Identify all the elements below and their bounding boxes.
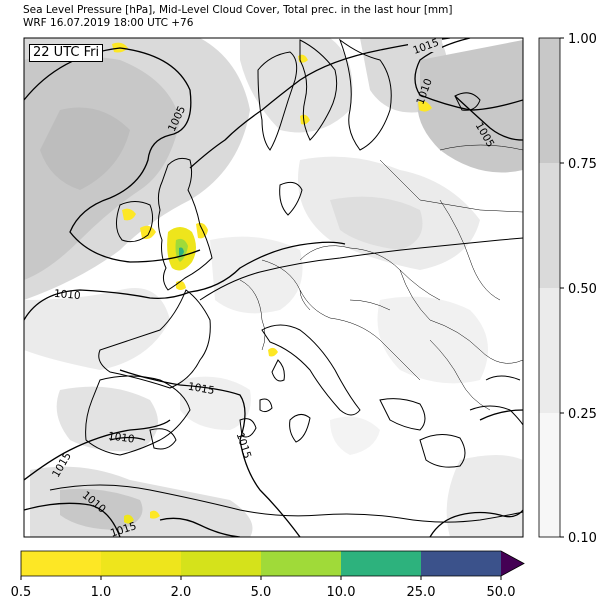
map-panel: 1015 1010 1005 1005 1010 1015 1010 1015 … bbox=[24, 38, 523, 537]
precip-bin-4 bbox=[261, 551, 341, 576]
cloud-bin-2 bbox=[539, 163, 560, 288]
cloud-bin-3 bbox=[539, 288, 560, 413]
precip-bin-5 bbox=[341, 551, 421, 576]
precip-tick-label: 2.0 bbox=[171, 585, 192, 600]
precip-bin-2 bbox=[101, 551, 181, 576]
precip-tick-label: 25.0 bbox=[407, 585, 436, 600]
isobar-label: 1010 bbox=[107, 430, 135, 446]
precipitation-colorbar: 0.5 1.0 2.0 5.0 10.0 25.0 50.0 bbox=[11, 550, 525, 600]
precip-tick-label: 1.0 bbox=[91, 585, 112, 600]
isobars bbox=[24, 38, 523, 537]
cloud-bin-4 bbox=[539, 413, 560, 537]
precip-bin-3 bbox=[181, 551, 261, 576]
precip-tick-label: 50.0 bbox=[487, 585, 516, 600]
run-info: WRF 16.07.2019 18:00 UTC +76 bbox=[23, 17, 194, 29]
precip-tick-label: 10.0 bbox=[327, 585, 356, 600]
map-frame bbox=[23, 37, 524, 538]
isobar-label: 1015 bbox=[187, 381, 215, 397]
precip-bin-1 bbox=[21, 551, 101, 576]
country-borders bbox=[239, 144, 523, 411]
precip-extend-arrow bbox=[501, 551, 524, 576]
cloud-cover-colorbar: 1.00 0.75 0.50 0.25 0.10 bbox=[538, 32, 597, 546]
coastlines bbox=[49, 38, 523, 523]
map-title: Sea Level Pressure [hPa], Mid-Level Clou… bbox=[23, 4, 453, 16]
cloud-tick-label: 1.00 bbox=[568, 32, 597, 47]
isobar-label: 1010 bbox=[53, 288, 81, 302]
precip-bin-6 bbox=[421, 551, 501, 576]
valid-time-label: 22 UTC Fri bbox=[29, 44, 104, 62]
cloud-bin-1 bbox=[539, 38, 560, 163]
cloud-tick-label: 0.10 bbox=[568, 531, 597, 546]
cloud-tick-label: 0.75 bbox=[568, 157, 597, 172]
precip-tick-label: 5.0 bbox=[251, 585, 272, 600]
cloud-tick-label: 0.25 bbox=[568, 407, 597, 422]
precip-tick-label: 0.5 bbox=[11, 585, 32, 600]
cloud-tick-label: 0.50 bbox=[568, 282, 597, 297]
cloud-cover-field bbox=[24, 38, 523, 537]
